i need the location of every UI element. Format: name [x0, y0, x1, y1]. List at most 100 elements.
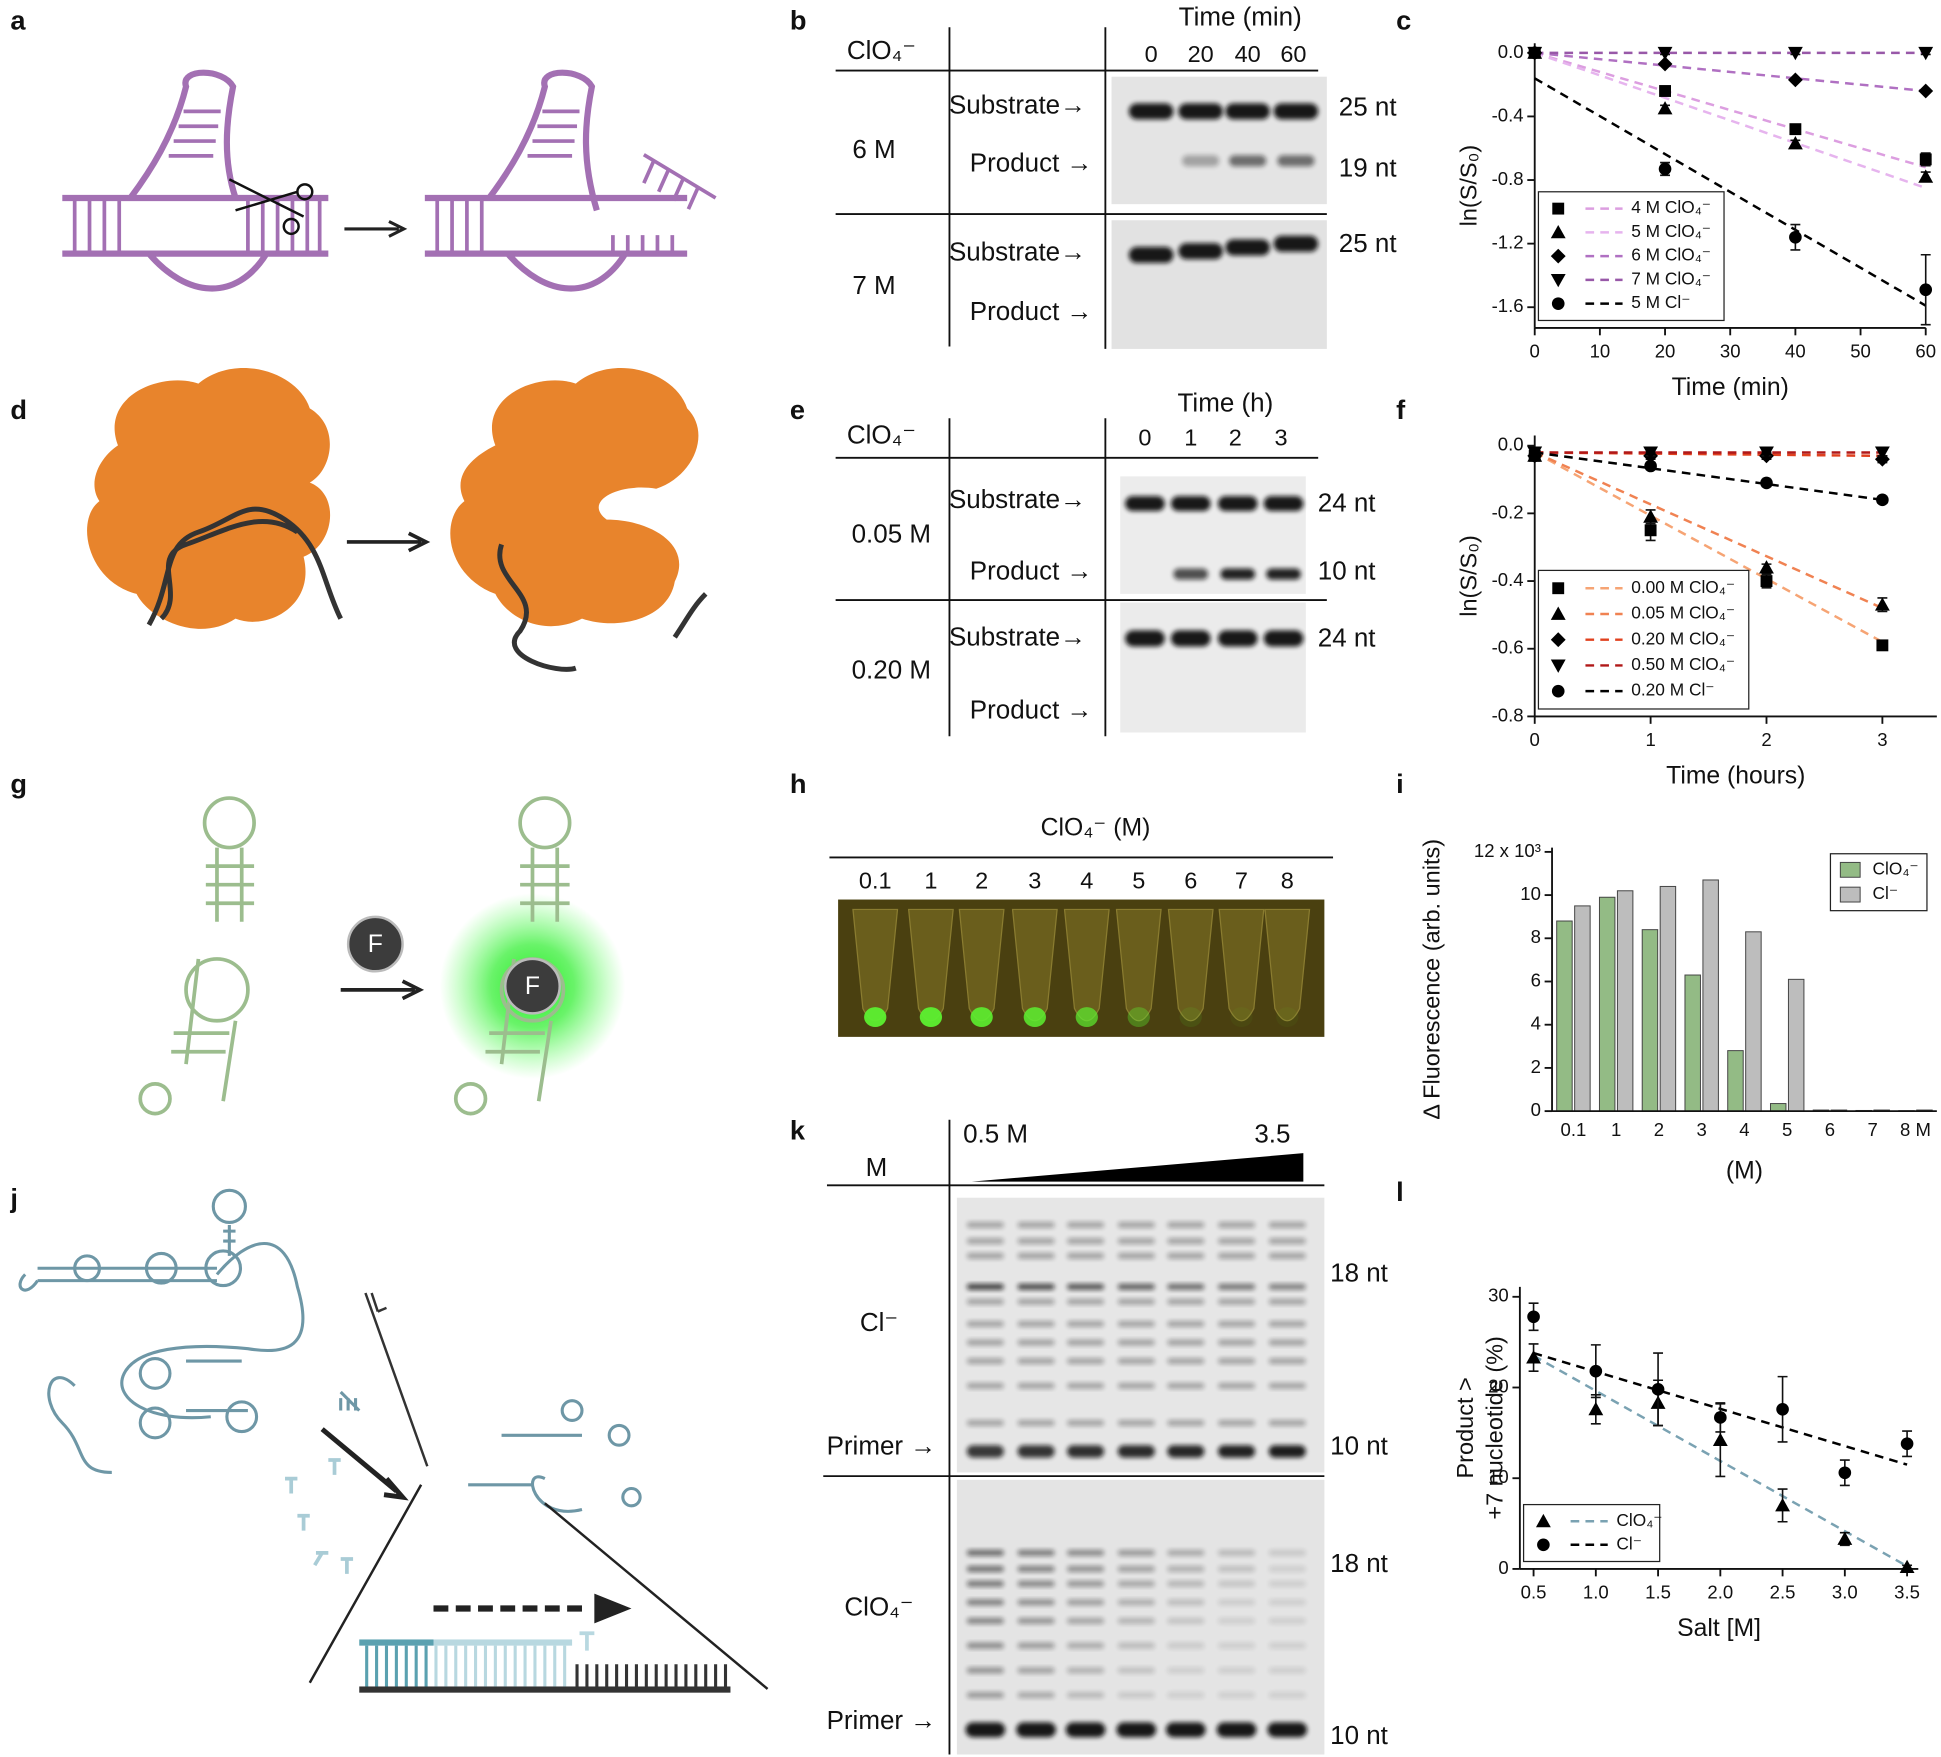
panel-label: c [1396, 4, 1411, 35]
label: Primer → [827, 1705, 937, 1735]
fluorescence [1075, 1007, 1098, 1027]
band [1125, 496, 1165, 512]
label: Substrate→ [949, 89, 1086, 119]
marker [1651, 1383, 1665, 1396]
band [1217, 1339, 1256, 1346]
label: 2 [1229, 424, 1242, 450]
band [1017, 1339, 1055, 1346]
band [1067, 1298, 1105, 1305]
band [966, 1642, 1004, 1649]
label: Product → [970, 147, 1093, 177]
legend-label: 5 M Cl⁻ [1631, 292, 1690, 312]
band [1178, 103, 1223, 120]
tube [1167, 908, 1214, 1022]
x-tick-label: 6 [1825, 1119, 1835, 1140]
y-tick-label: 12 x 10³ [1474, 840, 1541, 861]
label: 2 [975, 867, 988, 893]
band [1067, 1419, 1105, 1427]
x-tick-label: 3 [1697, 1119, 1707, 1140]
band [1067, 1221, 1105, 1229]
band [1067, 1382, 1105, 1389]
band [1017, 1298, 1055, 1305]
band [966, 1283, 1004, 1290]
y-tick-label: -0.8 [1492, 704, 1524, 725]
marker [1658, 162, 1672, 176]
band [1017, 1221, 1055, 1229]
marker [1899, 1559, 1915, 1574]
panel-label: d [10, 394, 27, 425]
panel-label: e [790, 394, 805, 425]
band [1170, 496, 1211, 512]
band [1217, 1237, 1256, 1245]
band [1117, 1692, 1155, 1699]
band [966, 1357, 1004, 1365]
fit-line [1534, 451, 1883, 502]
band [1268, 1599, 1306, 1606]
band [1117, 1642, 1155, 1649]
legend-swatch [1839, 886, 1861, 903]
fit-line [1534, 51, 1927, 169]
y-tick-label: -0.4 [1492, 104, 1524, 125]
band [1067, 1599, 1105, 1606]
x-tick-label: 3.0 [1832, 1582, 1858, 1603]
legend-label: 5 M ClO₄⁻ [1631, 221, 1711, 241]
label: 6 [1184, 867, 1197, 893]
band [1067, 1580, 1105, 1587]
band [1268, 1298, 1306, 1305]
legend-marker [1537, 1538, 1550, 1552]
x-tick-label: 2.5 [1770, 1582, 1796, 1603]
band [1067, 1320, 1105, 1328]
label: 24 nt [1318, 488, 1377, 518]
label: 0.20 M [852, 655, 931, 685]
bar [1745, 931, 1762, 1112]
marker [1787, 72, 1803, 88]
panel-label: j [9, 1182, 18, 1213]
marker [1919, 283, 1933, 297]
band [1017, 1382, 1055, 1389]
band [966, 1252, 1004, 1259]
scissors [228, 178, 314, 236]
band [966, 1445, 1004, 1458]
band [1167, 1642, 1205, 1649]
band [1268, 1692, 1306, 1699]
gel [1120, 602, 1306, 733]
band [1217, 1565, 1256, 1573]
legend-label: 0.00 M ClO₄⁻ [1631, 577, 1735, 597]
marker [1528, 449, 1542, 463]
band [1117, 1667, 1155, 1674]
band [1017, 1599, 1055, 1606]
band [1117, 1298, 1155, 1305]
tube [1264, 908, 1311, 1022]
band [1167, 1320, 1205, 1328]
x-tick-label: 1 [1611, 1119, 1621, 1140]
legend-marker [1551, 297, 1565, 310]
label: ClO₄⁻ [847, 420, 916, 450]
band [1217, 1283, 1256, 1290]
band [1268, 1580, 1306, 1587]
fluorophore-label: F [368, 931, 383, 958]
template [364, 1292, 429, 1467]
band [1167, 1339, 1205, 1346]
marker [1527, 1310, 1540, 1324]
marker [1657, 46, 1673, 61]
band [1268, 1642, 1306, 1649]
band [1067, 1252, 1105, 1259]
band [1229, 155, 1267, 167]
legend-label: 0.50 M ClO₄⁻ [1631, 654, 1735, 674]
x-tick-label: 1.0 [1583, 1582, 1609, 1603]
band [1016, 1722, 1056, 1738]
band [1017, 1580, 1055, 1587]
band [1167, 1382, 1205, 1389]
label: 19 nt [1339, 152, 1398, 182]
marker [1528, 46, 1542, 60]
label: Substrate→ [949, 484, 1086, 514]
label: 7 M [852, 270, 895, 300]
band [1217, 496, 1258, 512]
fluorescence [1230, 1007, 1253, 1027]
band [1117, 1221, 1155, 1229]
marker [1775, 1498, 1791, 1512]
marker [1760, 575, 1773, 587]
band [1217, 1298, 1256, 1305]
x-tick-label: 0.5 [1521, 1582, 1547, 1603]
band [1268, 1667, 1306, 1674]
